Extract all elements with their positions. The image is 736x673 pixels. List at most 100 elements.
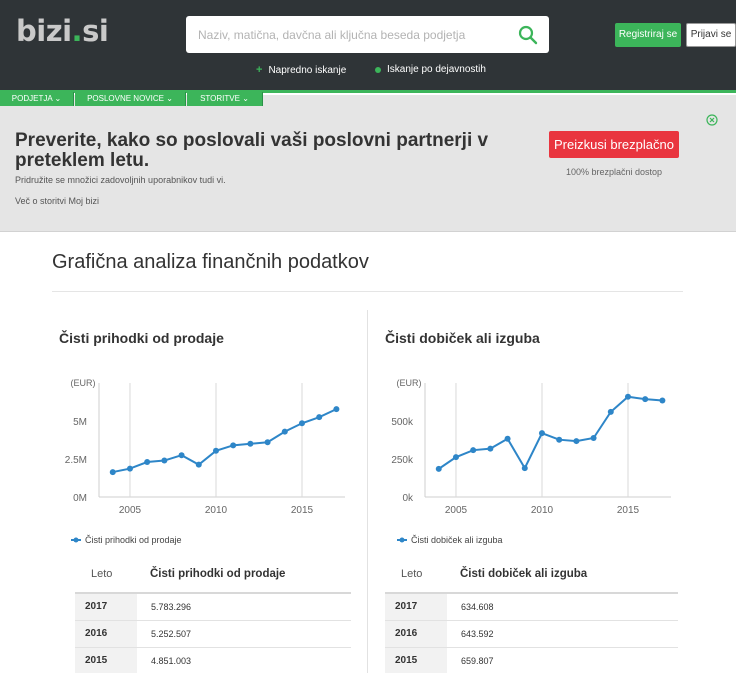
- data-point: [144, 459, 151, 466]
- series-line: [438, 395, 663, 471]
- chevron-down-icon: ⌄: [242, 94, 249, 103]
- data-point: [590, 435, 597, 442]
- year-column-header: Leto: [385, 556, 447, 594]
- value-cell: 643.592: [447, 620, 678, 648]
- promo-note: 100% brezplačni dostop: [565, 167, 663, 177]
- y-tick-label: 500k: [391, 417, 414, 428]
- revenue-table: Leto Čisti prihodki od prodaje 2017 5.783…: [75, 556, 351, 673]
- activity-search-link[interactable]: Iskanje po dejavnostih: [375, 64, 486, 75]
- data-point: [178, 452, 185, 459]
- metric-column-header: Čisti dobiček ali izguba: [447, 556, 678, 594]
- tab-novice-label: Poslovne novice: [87, 94, 164, 103]
- logo-main: bizi: [16, 14, 72, 48]
- data-point: [504, 435, 511, 442]
- login-button[interactable]: Prijavi se: [686, 23, 736, 47]
- year-cell: 2015: [75, 647, 137, 673]
- data-point: [624, 393, 631, 400]
- top-header: bizi.si Registriraj se Prijavi se + Napr…: [0, 0, 736, 90]
- table-header-row: Leto Čisti dobiček ali izguba: [385, 556, 678, 594]
- data-point: [281, 428, 288, 435]
- year-cell: 2015: [385, 647, 447, 673]
- unit-label: (EUR): [397, 378, 422, 388]
- x-tick-label: 2015: [291, 505, 314, 516]
- y-tick-label: 0k: [402, 493, 414, 504]
- data-point: [126, 465, 133, 472]
- table-row: 2017 5.783.296: [75, 593, 351, 621]
- legend-label: Čisti dobiček ali izguba: [411, 535, 503, 545]
- y-tick-label: 5M: [73, 417, 87, 428]
- close-icon[interactable]: [706, 113, 718, 126]
- year-column-header: Leto: [75, 556, 137, 594]
- y-tick-label: 2.5M: [65, 455, 87, 466]
- data-point: [452, 454, 459, 461]
- chart-title-profit: Čisti dobiček ali izguba: [385, 330, 540, 346]
- data-point: [230, 442, 237, 449]
- y-tick-label: 0M: [73, 493, 87, 504]
- plus-icon: +: [256, 64, 263, 76]
- bullet-icon: [375, 66, 381, 73]
- data-point: [247, 440, 254, 447]
- promo-title: Preverite, kako so poslovali vaši poslov…: [15, 130, 489, 171]
- data-point: [195, 461, 202, 468]
- year-cell: 2016: [385, 620, 447, 648]
- data-point: [573, 438, 580, 445]
- table-row: 2015 4.851.003: [75, 647, 351, 673]
- data-point: [556, 436, 563, 443]
- x-tick-label: 2015: [617, 505, 640, 516]
- nav-divider: [0, 90, 736, 93]
- logo-tld: si: [82, 14, 109, 48]
- year-cell: 2017: [385, 593, 447, 621]
- chevron-down-icon: ⌄: [166, 94, 173, 103]
- register-button[interactable]: Registriraj se: [615, 23, 681, 47]
- advanced-search-link[interactable]: + Napredno iskanje: [256, 64, 346, 76]
- try-free-button[interactable]: Preizkusi brezplačno: [549, 131, 679, 158]
- data-point: [109, 469, 116, 476]
- x-tick-label: 2010: [531, 505, 554, 516]
- year-cell: 2017: [75, 593, 137, 621]
- value-cell: 5.783.296: [137, 593, 351, 621]
- data-point: [607, 408, 614, 415]
- revenue-chart: 2005 2010 2015 0M 2.5M 5M (EUR) Čisti prihodki …: [65, 378, 345, 545]
- data-point: [538, 430, 545, 437]
- metric-column-header: Čisti prihodki od prodaje: [137, 556, 351, 594]
- year-cell: 2016: [75, 620, 137, 648]
- data-point: [642, 396, 649, 403]
- promo-more-link[interactable]: Več o storitvi Moj bizi: [15, 196, 100, 206]
- data-point: [333, 406, 340, 413]
- data-point: [487, 445, 494, 452]
- chevron-down-icon: ⌄: [54, 94, 62, 103]
- activity-search-label: Iskanje po dejavnostih: [387, 64, 486, 75]
- site-logo[interactable]: bizi.si: [16, 14, 109, 48]
- value-cell: 659.807: [447, 647, 678, 673]
- legend-label: Čisti prihodki od prodaje: [85, 535, 182, 545]
- value-cell: 4.851.003: [137, 647, 351, 673]
- tab-poslovne-novice[interactable]: Poslovne novice ⌄: [75, 92, 186, 106]
- y-tick-label: 250k: [391, 455, 414, 466]
- table-row: 2015 659.807: [385, 647, 678, 673]
- section-title: Grafična analiza finančnih podatkov: [52, 251, 369, 273]
- table-row: 2017 634.608: [385, 593, 678, 621]
- x-tick-label: 2005: [445, 505, 468, 516]
- value-cell: 634.608: [447, 593, 678, 621]
- data-point: [212, 447, 219, 454]
- unit-label: (EUR): [71, 378, 96, 388]
- advanced-search-label: Napredno iskanje: [268, 64, 347, 76]
- data-point: [298, 420, 305, 427]
- data-point: [659, 397, 666, 404]
- search-options: + Napredno iskanje Iskanje po dejavnosti…: [0, 64, 736, 78]
- table-row: 2016 643.592: [385, 620, 678, 648]
- data-point: [470, 447, 477, 454]
- data-point: [521, 465, 528, 472]
- section-divider: [52, 291, 683, 292]
- data-point: [161, 457, 168, 464]
- value-cell: 5.252.507: [137, 620, 351, 648]
- profit-table: Leto Čisti dobiček ali izguba 2017 634.60…: [385, 556, 678, 673]
- table-header-row: Leto Čisti prihodki od prodaje: [75, 556, 351, 594]
- tab-storitve[interactable]: Storitve ⌄: [187, 92, 263, 106]
- search-button[interactable]: [517, 24, 539, 46]
- legend-marker: [73, 537, 79, 543]
- search-input[interactable]: [186, 16, 506, 53]
- tab-podjetja[interactable]: Podjetja ⌄: [0, 92, 74, 106]
- search-icon: [518, 25, 538, 45]
- x-tick-label: 2005: [119, 505, 142, 516]
